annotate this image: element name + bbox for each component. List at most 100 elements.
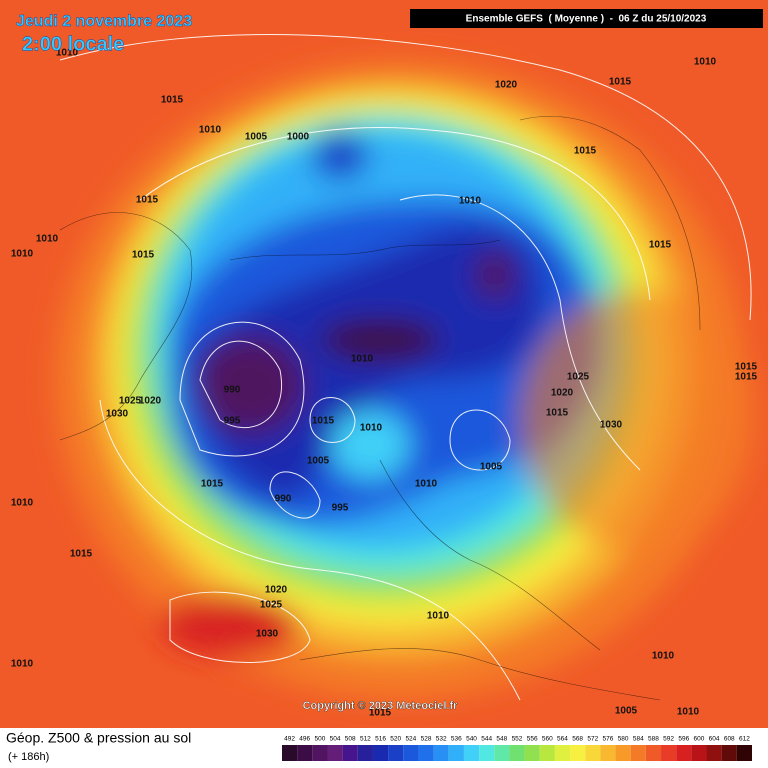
colorbar-cell	[630, 745, 646, 761]
isobar-label: 1015	[70, 549, 93, 560]
colorbar-label: 556	[527, 736, 538, 743]
isobar-label: 1010	[56, 48, 79, 59]
colorbar-cell	[645, 745, 662, 761]
colorbar-cell	[600, 745, 616, 761]
isobar-label: 1020	[139, 396, 162, 407]
isobar-label: 1010	[11, 659, 34, 670]
isobar-label: 1010	[11, 498, 34, 509]
product-title: Géop. Z500 & pression au sol	[6, 730, 191, 746]
colorbar-label: 572	[587, 736, 598, 743]
colorbar-label: 528	[421, 736, 432, 743]
isobar-label: 1015	[201, 479, 224, 490]
isobar-label: 1030	[106, 409, 129, 420]
isobar-label: 1010	[694, 57, 717, 68]
colorbar-label: 516	[375, 736, 386, 743]
isobar-label: 1015	[609, 77, 632, 88]
isobar-label: 1010	[351, 354, 374, 365]
colorbar-cell	[706, 745, 722, 761]
isobar-label: 1015	[574, 146, 597, 157]
colorbar-cell	[433, 745, 449, 761]
colorbar: 492 496 500 504 508 512 516 520 524 528 532 536 540 5…	[282, 736, 752, 761]
colorbar-label: 592	[663, 736, 674, 743]
colorbar-label: 544	[481, 736, 492, 743]
colorbar-cell	[615, 745, 631, 761]
colorbar-cell	[282, 745, 298, 761]
colorbar-cell	[661, 745, 677, 761]
isobar-label: 1000	[287, 132, 310, 143]
isobar-label: 1020	[265, 585, 288, 596]
colorbar-cell	[418, 745, 434, 761]
colorbar-label: 564	[557, 736, 568, 743]
colorbar-label: 568	[572, 736, 583, 743]
isobar-label: 1025	[567, 372, 590, 383]
isobar-label: 1005	[480, 462, 503, 473]
isobar-label: 990	[224, 385, 241, 396]
isobar-label: 1015	[369, 708, 392, 719]
isobar-label: 1010	[199, 125, 222, 136]
colorbar-cell	[494, 745, 510, 761]
isobar-label: 1010	[36, 234, 59, 245]
colorbar-label: 504	[330, 736, 341, 743]
colorbar-label: 500	[314, 736, 325, 743]
isobar-label: 1015	[546, 408, 569, 419]
isobar-label: 1015	[161, 95, 184, 106]
colorbar-label: 612	[739, 736, 750, 743]
copyright: Copyright © 2023 Meteociel.fr	[303, 700, 459, 712]
colorbar-cell	[570, 745, 586, 761]
isobar-label: 1015	[735, 372, 758, 383]
colorbar-label: 512	[360, 736, 371, 743]
isobar-label: 995	[224, 416, 241, 427]
colorbar-cell	[509, 745, 525, 761]
isobar-label: 1030	[600, 420, 623, 431]
colorbar-cell	[539, 745, 555, 761]
colorbar-cell	[479, 745, 495, 761]
colorbar-cell	[691, 745, 707, 761]
colorbar-cell	[554, 745, 571, 761]
isobar-label: 1010	[652, 651, 675, 662]
isobar-label: 1010	[677, 707, 700, 718]
colorbar-label: 532	[436, 736, 447, 743]
date: Jeudi 2 novembre 2023	[16, 13, 192, 30]
isobar-label: 1010	[11, 249, 34, 260]
isobar-label: 1015	[735, 362, 758, 373]
isobar-label: 1005	[245, 132, 268, 143]
colorbar-label: 576	[603, 736, 614, 743]
colorbar-cell	[721, 745, 737, 761]
isobar-label: 1005	[615, 706, 638, 717]
colorbar-cell	[312, 745, 328, 761]
colorbar-label: 584	[633, 736, 644, 743]
colorbar-label: 596	[678, 736, 689, 743]
colorbar-cell	[585, 745, 601, 761]
isobar-label: 1010	[415, 479, 438, 490]
colorbar-label: 608	[724, 736, 735, 743]
colorbar-cell	[327, 745, 343, 761]
colorbar-label: 520	[390, 736, 401, 743]
isobar-label: 1010	[459, 196, 482, 207]
colorbar-label: 580	[618, 736, 629, 743]
isobar-label: 1010	[360, 423, 383, 434]
isobars	[59, 34, 752, 701]
colorbar-label: 552	[512, 736, 523, 743]
colorbar-label: 492	[284, 736, 295, 743]
colorbar-cell	[388, 745, 404, 761]
colorbar-label: 588	[648, 736, 659, 743]
isobar-label: 1020	[551, 388, 574, 399]
colorbar-label: 536	[451, 736, 462, 743]
colorbar-cell	[342, 745, 358, 761]
isobar-label: 995	[332, 503, 349, 514]
colorbar-label: 604	[709, 736, 720, 743]
colorbar-cell	[372, 745, 389, 761]
colorbar-label: 508	[345, 736, 356, 743]
colorbar-label: 496	[299, 736, 310, 743]
isobar-label: 1005	[307, 456, 330, 467]
isobar-label: 1025	[260, 600, 283, 611]
field-background	[0, 0, 768, 728]
isobar-label: 1015	[136, 195, 159, 206]
isobar-label: 1025	[119, 396, 142, 407]
colorbar-cell	[448, 745, 464, 761]
colorbar-cell	[676, 745, 692, 761]
colorbar-label: 600	[694, 736, 705, 743]
colorbar-cell	[463, 745, 480, 761]
